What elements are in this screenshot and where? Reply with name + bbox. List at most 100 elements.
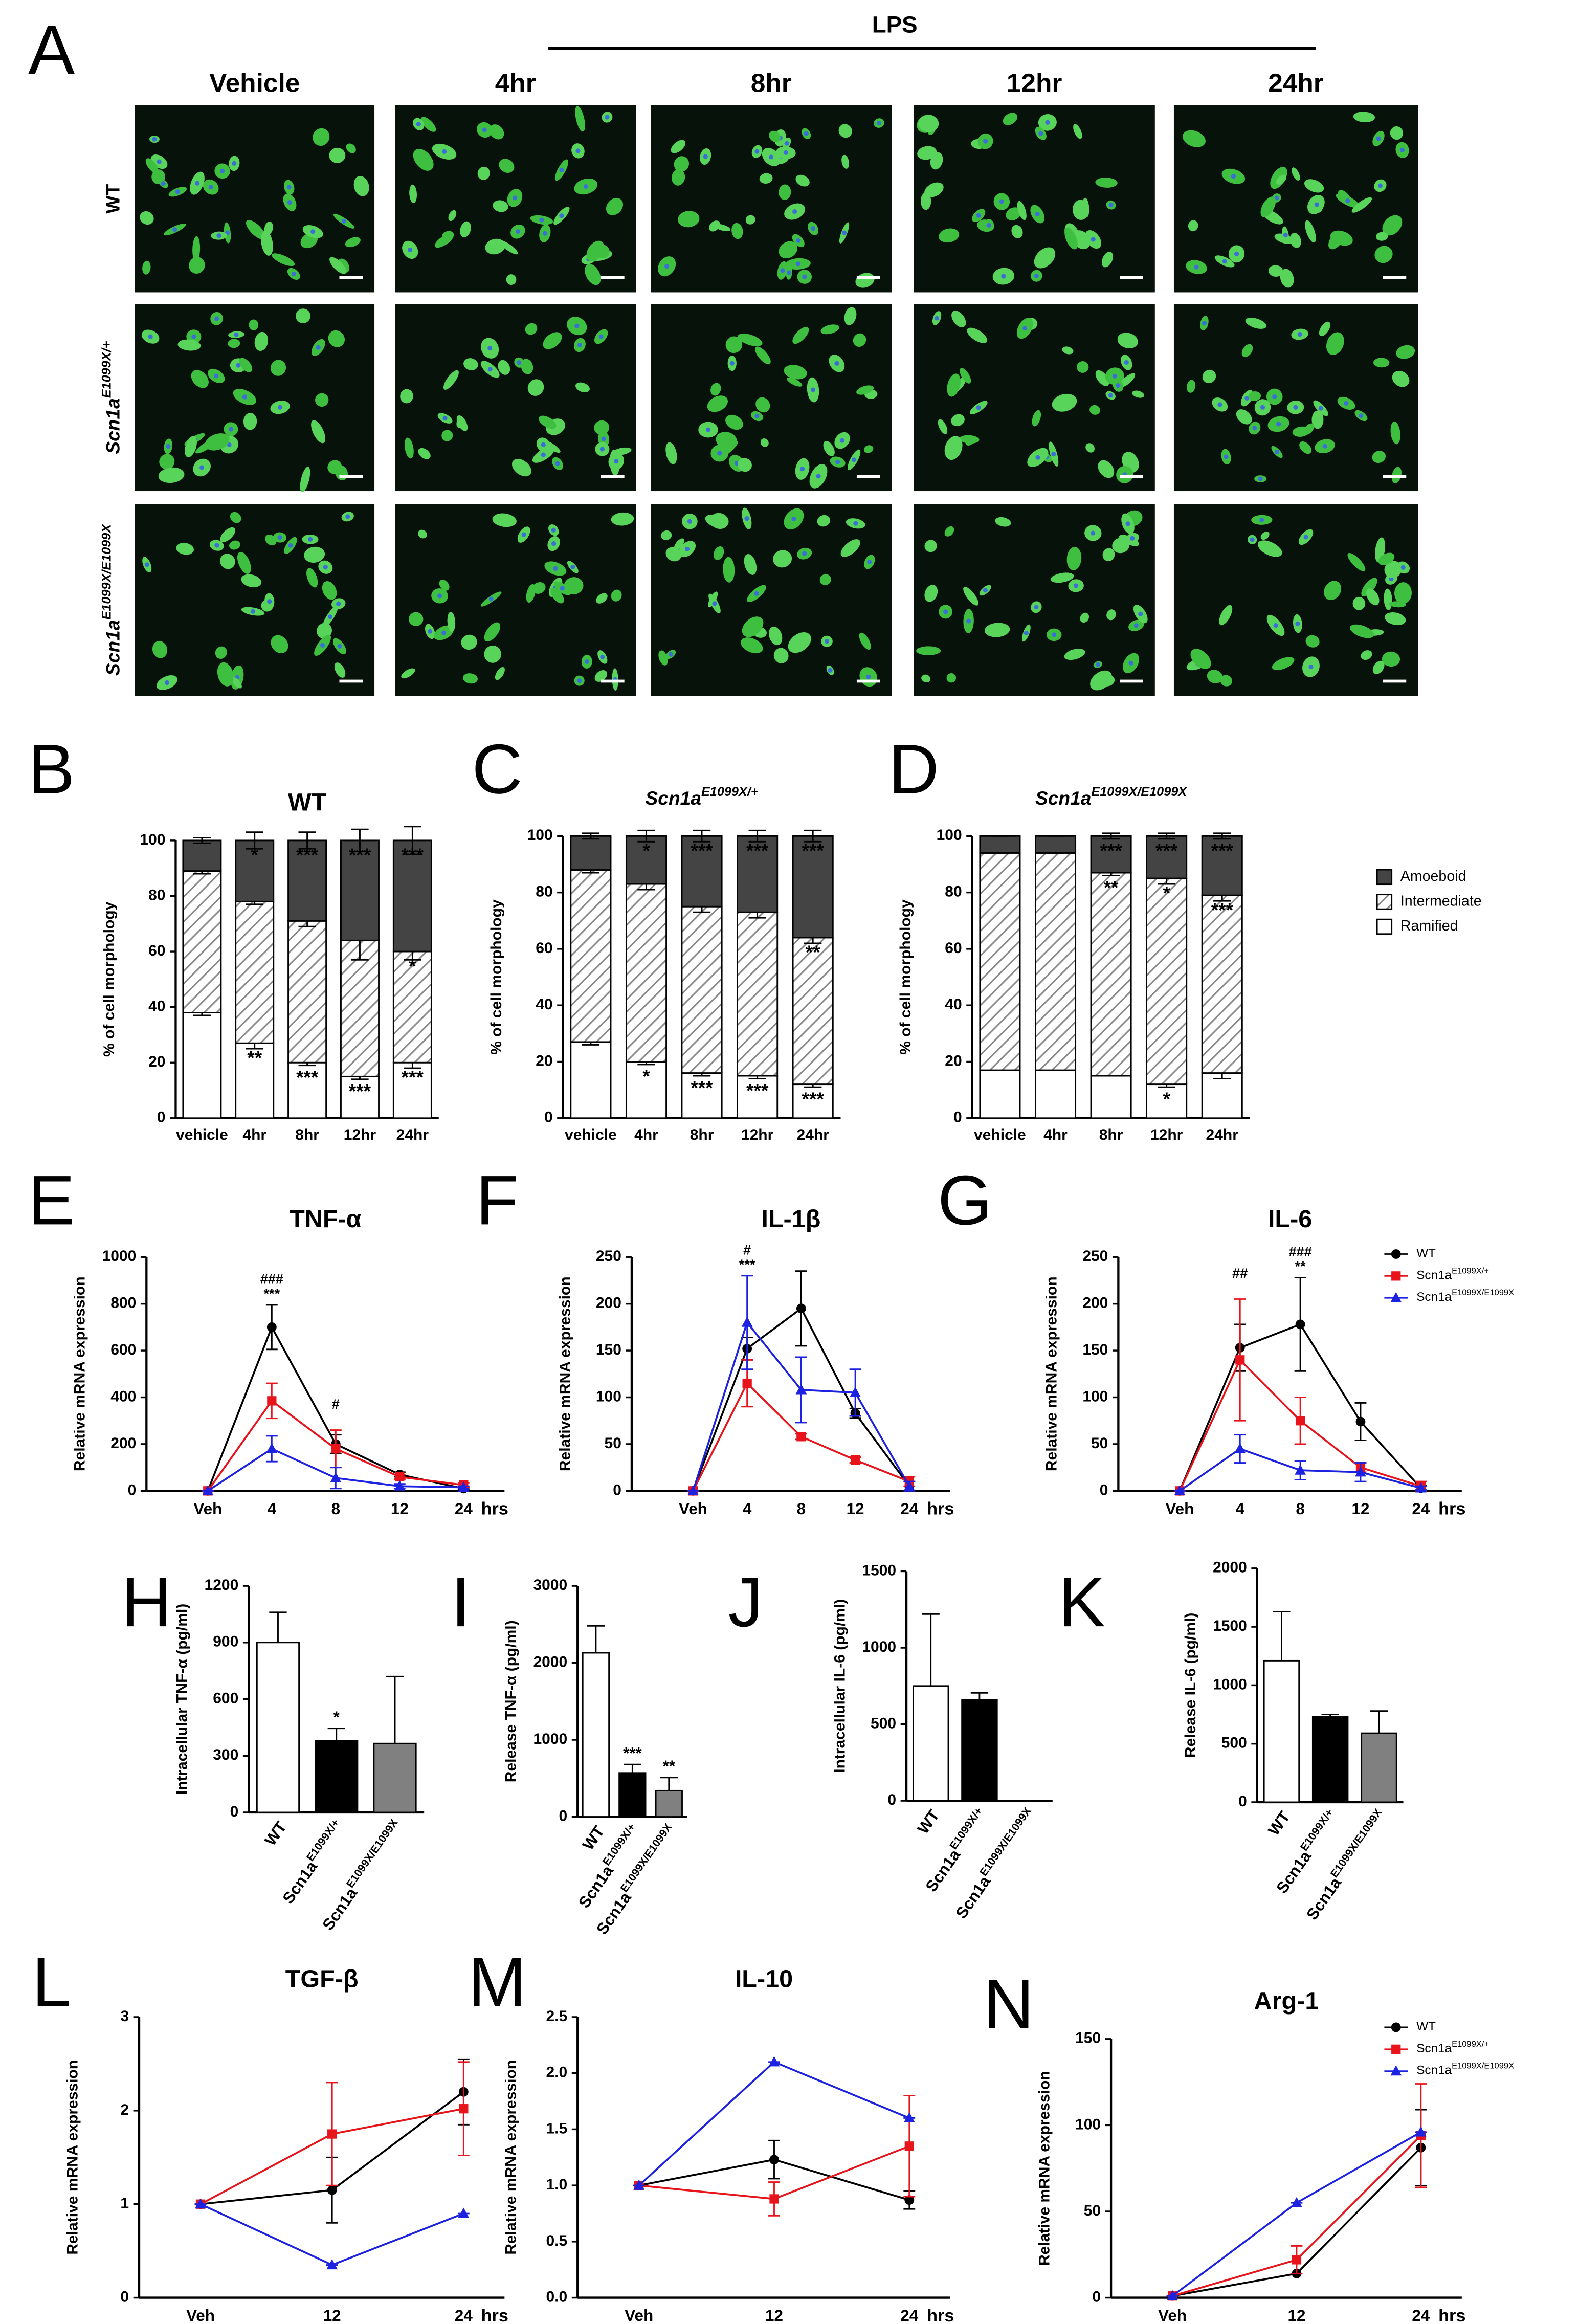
bar-segment (792, 1083, 834, 1119)
chart-title: IL-6 (1268, 1205, 1312, 1233)
cell (526, 584, 536, 603)
nucleus (291, 271, 296, 277)
nucleus (1074, 583, 1079, 588)
significance: ## (1232, 1265, 1248, 1281)
nucleus (336, 601, 341, 606)
column-header: 8hr (751, 68, 792, 97)
y-tick-label: 0 (128, 1481, 137, 1498)
nucleus (703, 154, 708, 159)
nucleus (605, 115, 610, 120)
row-label: Scn1aE1099X/+ (99, 341, 123, 454)
cell (152, 640, 168, 658)
nucleus (717, 451, 722, 456)
cell (938, 419, 948, 434)
error-bar (804, 829, 822, 843)
cell (254, 331, 269, 351)
point (1391, 1249, 1401, 1259)
nucleus (867, 559, 872, 565)
legend-label-sup: E1099X/+ (1452, 1267, 1489, 1276)
nucleus (320, 643, 325, 648)
y-tick-label: 1500 (862, 1562, 896, 1579)
cell (1350, 624, 1374, 638)
nucleus (1258, 476, 1263, 481)
cell (1101, 252, 1113, 268)
cell (1106, 609, 1116, 621)
y-axis-label: Intracellular IL-6 (pg/ml) (831, 1599, 848, 1773)
point (903, 2112, 915, 2123)
micrograph (135, 504, 375, 696)
x-axis-label: hrs (481, 2306, 508, 2324)
chart: TNF-α Relative mRNA expression 0 200 400 600 8… (72, 1205, 508, 1519)
cell (521, 359, 533, 374)
cell (400, 389, 413, 404)
cell (1119, 373, 1136, 388)
cell (1089, 405, 1100, 415)
cell (217, 662, 234, 687)
bar-segment (570, 869, 612, 1043)
micrograph (914, 105, 1155, 293)
cell (1080, 612, 1089, 623)
point (769, 2194, 779, 2204)
cell (853, 333, 866, 347)
bar-segment (1146, 877, 1188, 1086)
micrograph (1173, 504, 1418, 696)
bar (373, 1742, 417, 1813)
nucleus (802, 274, 807, 279)
bar (315, 1740, 359, 1813)
significance: ** (1104, 876, 1119, 898)
point (796, 1303, 806, 1314)
cell (189, 257, 205, 274)
cell (674, 156, 690, 172)
cell (606, 197, 624, 215)
lps-label: LPS (872, 12, 918, 38)
cell (420, 117, 436, 132)
significance: *** (296, 1066, 319, 1088)
significance: *** (746, 1079, 769, 1101)
row-label-text: Scn1a (102, 620, 123, 676)
point (1295, 1319, 1305, 1330)
cell (1098, 460, 1115, 478)
cell (768, 626, 783, 646)
nucleus (1244, 395, 1250, 401)
y-tick-label: 100 (527, 827, 553, 844)
y-tick-label: 20 (148, 1053, 165, 1070)
nucleus (287, 200, 293, 205)
chart: IL-1β Relative mRNA expression 0 50 100 150 20… (557, 1205, 954, 1519)
y-axis-label: Relative mRNA expression (1043, 1276, 1060, 1471)
nucleus (583, 184, 588, 189)
cell (817, 515, 831, 527)
nucleus (744, 516, 749, 521)
nucleus (1400, 565, 1406, 570)
cell (1330, 230, 1353, 246)
significance: *** (1155, 840, 1178, 861)
nucleus (1231, 174, 1236, 179)
significance: *** (349, 1080, 371, 1102)
y-tick-label: 2000 (533, 1654, 567, 1671)
nucleus (1124, 360, 1129, 365)
micrograph (1173, 304, 1418, 492)
x-tick-label: 12 (1351, 1500, 1369, 1518)
nucleus (1222, 259, 1227, 264)
nucleus (575, 148, 581, 153)
cell (498, 360, 510, 375)
point (202, 1485, 214, 1495)
cell (353, 176, 369, 196)
error-bar (693, 829, 711, 843)
cell (967, 327, 988, 343)
cell (1347, 553, 1366, 571)
panel-label: A (28, 11, 75, 90)
cell (495, 667, 505, 680)
cell (313, 128, 330, 146)
cell (461, 634, 477, 650)
cell (409, 612, 424, 626)
y-tick-label: 80 (945, 883, 962, 900)
cell (1304, 179, 1324, 193)
y-tick-label: 0 (230, 1803, 239, 1820)
cell (460, 221, 471, 237)
legend-label: Intermediate (1400, 893, 1482, 909)
cell (185, 436, 197, 457)
nucleus (853, 521, 858, 526)
cell (737, 458, 752, 472)
point (327, 2185, 337, 2195)
cell (1276, 174, 1287, 185)
